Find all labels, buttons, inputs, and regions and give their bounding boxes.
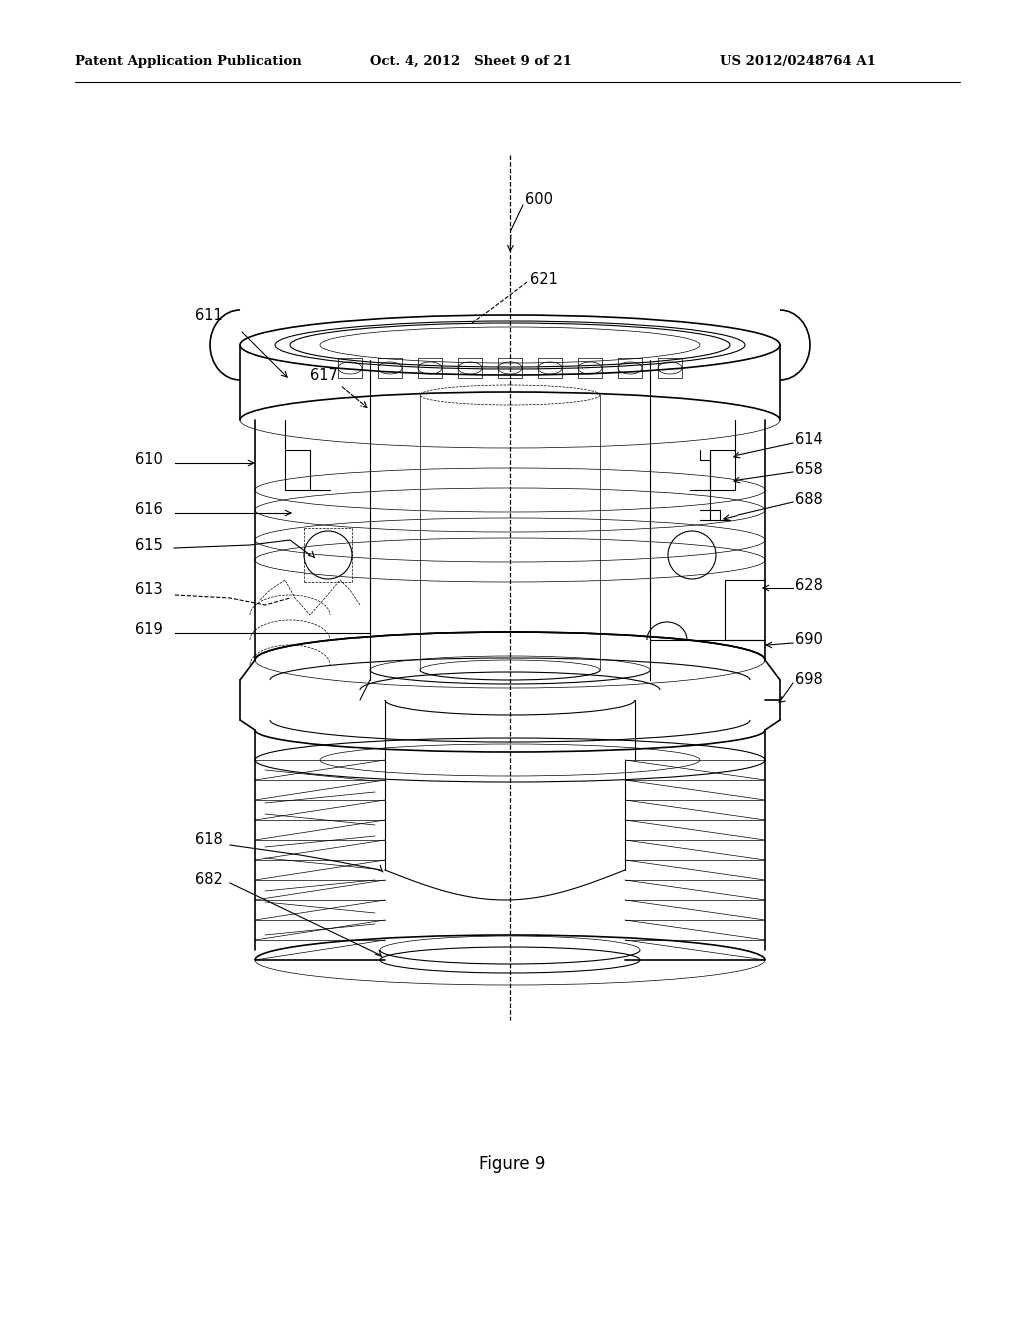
Text: 619: 619 bbox=[135, 623, 163, 638]
Text: 621: 621 bbox=[530, 272, 558, 288]
Text: US 2012/0248764 A1: US 2012/0248764 A1 bbox=[720, 55, 876, 69]
Text: 682: 682 bbox=[195, 873, 223, 887]
Text: Patent Application Publication: Patent Application Publication bbox=[75, 55, 302, 69]
Text: 616: 616 bbox=[135, 503, 163, 517]
Text: 698: 698 bbox=[795, 672, 822, 688]
Text: 613: 613 bbox=[135, 582, 163, 598]
Text: 615: 615 bbox=[135, 537, 163, 553]
Text: 614: 614 bbox=[795, 433, 822, 447]
Text: Figure 9: Figure 9 bbox=[479, 1155, 545, 1173]
Text: 611: 611 bbox=[195, 308, 223, 322]
Text: 688: 688 bbox=[795, 492, 822, 507]
Text: 600: 600 bbox=[525, 193, 553, 207]
Text: 628: 628 bbox=[795, 578, 823, 593]
Text: Oct. 4, 2012   Sheet 9 of 21: Oct. 4, 2012 Sheet 9 of 21 bbox=[370, 55, 571, 69]
Text: 690: 690 bbox=[795, 632, 823, 648]
Text: 617: 617 bbox=[310, 367, 338, 383]
Text: 658: 658 bbox=[795, 462, 822, 478]
Text: 618: 618 bbox=[195, 833, 223, 847]
Text: 610: 610 bbox=[135, 453, 163, 467]
